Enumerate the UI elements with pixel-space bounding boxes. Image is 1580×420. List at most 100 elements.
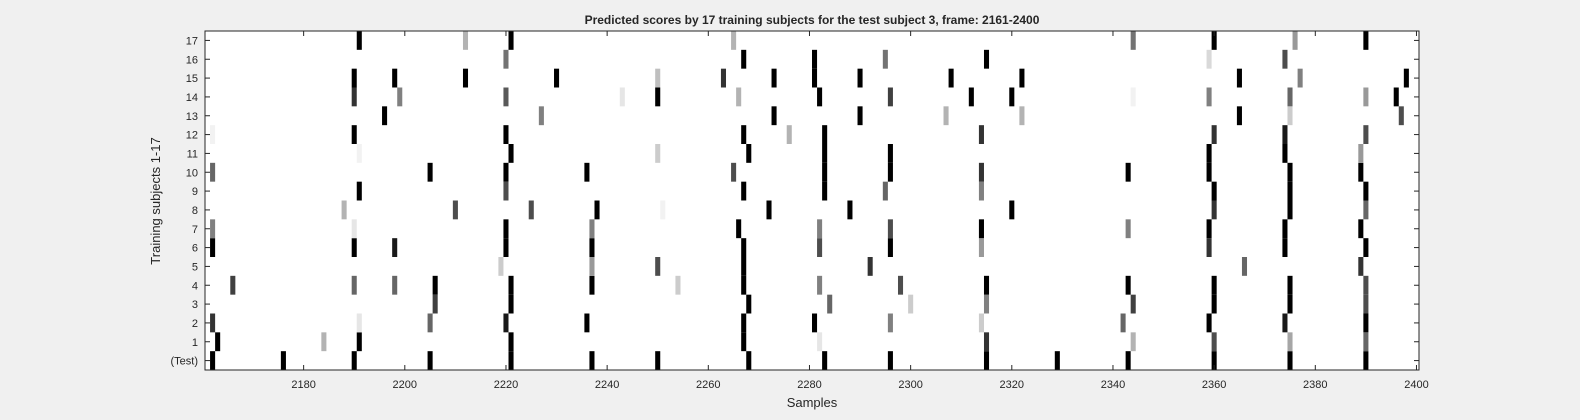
heatmap-cell: [508, 275, 514, 295]
heatmap-cell: [1211, 294, 1217, 314]
heatmap-cell: [983, 275, 990, 295]
heatmap-cell: [731, 31, 737, 50]
heatmap-cell: [508, 144, 514, 163]
heatmap-cell: [822, 351, 828, 370]
heatmap-cell: [503, 181, 509, 201]
heatmap-cells: [210, 31, 1409, 370]
heatmap-cell: [887, 313, 893, 333]
heatmap-cell: [655, 144, 661, 163]
heatmap-cell: [978, 219, 984, 239]
heatmap-cell: [1363, 351, 1369, 370]
heatmap-cell: [847, 200, 853, 220]
heatmap-cell: [321, 332, 327, 352]
heatmap-cell: [1211, 125, 1217, 144]
y-tick-label: (Test): [171, 356, 199, 368]
heatmap-cell: [589, 257, 595, 276]
heatmap-cell: [943, 106, 949, 126]
heatmap-cell: [771, 106, 777, 126]
heatmap-cell: [817, 219, 823, 239]
x-tick-label: 2200: [393, 379, 417, 391]
y-tick-label: 8: [192, 205, 198, 217]
heatmap-cell: [887, 162, 893, 182]
heatmap-cell: [210, 219, 216, 239]
heatmap-cell: [1282, 49, 1288, 69]
heatmap-cell: [1130, 87, 1136, 107]
heatmap-cell: [1206, 87, 1212, 107]
y-tick-label: 1: [192, 337, 198, 349]
y-tick-label: 9: [192, 186, 198, 198]
heatmap-cell: [1282, 219, 1288, 239]
heatmap-cell: [508, 31, 514, 50]
heatmap-cell: [817, 87, 823, 107]
heatmap-cell: [978, 162, 984, 182]
x-tick-label: 2280: [797, 379, 821, 391]
heatmap-cell: [1287, 275, 1293, 295]
heatmap-cell: [356, 31, 362, 50]
heatmap-cell: [503, 125, 509, 144]
y-tick-label: 13: [186, 111, 198, 123]
heatmap-cell: [1206, 162, 1212, 182]
heatmap-cell: [341, 200, 347, 220]
y-tick-label: 15: [186, 73, 198, 85]
heatmap-cell: [1287, 294, 1293, 314]
heatmap-cell: [822, 144, 828, 163]
heatmap-cell: [210, 162, 216, 182]
heatmap-cell: [887, 87, 893, 107]
heatmap-cell: [392, 275, 398, 295]
heatmap-cell: [1009, 200, 1015, 220]
y-tick-label: 2: [192, 318, 198, 330]
heatmap-cell: [351, 87, 357, 107]
heatmap-cell: [397, 87, 403, 107]
heatmap-cell: [1363, 332, 1369, 352]
heatmap-cell: [655, 87, 661, 107]
heatmap-cell: [675, 275, 681, 295]
heatmap-cell: [432, 275, 438, 295]
heatmap-cell: [983, 351, 990, 370]
heatmap-cell: [351, 125, 357, 144]
heatmap-cell: [867, 257, 873, 276]
heatmap-cell: [1211, 200, 1217, 220]
x-tick-label: 2300: [898, 379, 922, 391]
heatmap-cell: [382, 106, 388, 126]
heatmap-cell: [1130, 332, 1136, 352]
heatmap-cell: [746, 351, 752, 370]
heatmap-cell: [1211, 332, 1217, 352]
heatmap-cell: [210, 125, 216, 144]
heatmap-cell: [432, 294, 438, 314]
heatmap-cell: [1403, 68, 1409, 88]
heatmap-cell: [1282, 238, 1288, 257]
heatmap-cell: [741, 125, 747, 144]
heatmap-cell: [736, 87, 742, 107]
heatmap-cell: [356, 313, 362, 333]
heatmap-cell: [655, 68, 661, 88]
heatmap-cell: [741, 275, 747, 295]
heatmap-cell: [1211, 31, 1217, 50]
y-tick-label: 17: [186, 35, 198, 47]
y-tick-label: 5: [192, 261, 198, 273]
heatmap-cell: [822, 125, 828, 144]
heatmap-cell: [1363, 200, 1369, 220]
x-tick-label: 2260: [696, 379, 720, 391]
heatmap-cell: [503, 87, 509, 107]
heatmap-cell: [427, 313, 433, 333]
heatmap-cell: [812, 313, 818, 333]
heatmap-cell: [1287, 351, 1293, 370]
heatmap-cell: [741, 238, 747, 257]
heatmap-cell: [503, 49, 509, 69]
heatmap-cell: [1358, 144, 1364, 163]
heatmap-cell: [1287, 332, 1293, 352]
heatmap-cell: [771, 68, 777, 88]
heatmap-cell: [1125, 351, 1131, 370]
x-tick-label: 2340: [1101, 379, 1125, 391]
heatmap-cell: [1358, 219, 1364, 239]
x-tick-label: 2360: [1202, 379, 1226, 391]
heatmap-cell: [503, 313, 509, 333]
heatmap-cell: [857, 68, 863, 88]
heatmap-cell: [983, 294, 990, 314]
x-tick-label: 2180: [291, 379, 315, 391]
heatmap-cell: [427, 351, 433, 370]
heatmap-cell: [1009, 87, 1015, 107]
y-tick-label: 14: [186, 92, 198, 104]
heatmap-cell: [528, 200, 534, 220]
